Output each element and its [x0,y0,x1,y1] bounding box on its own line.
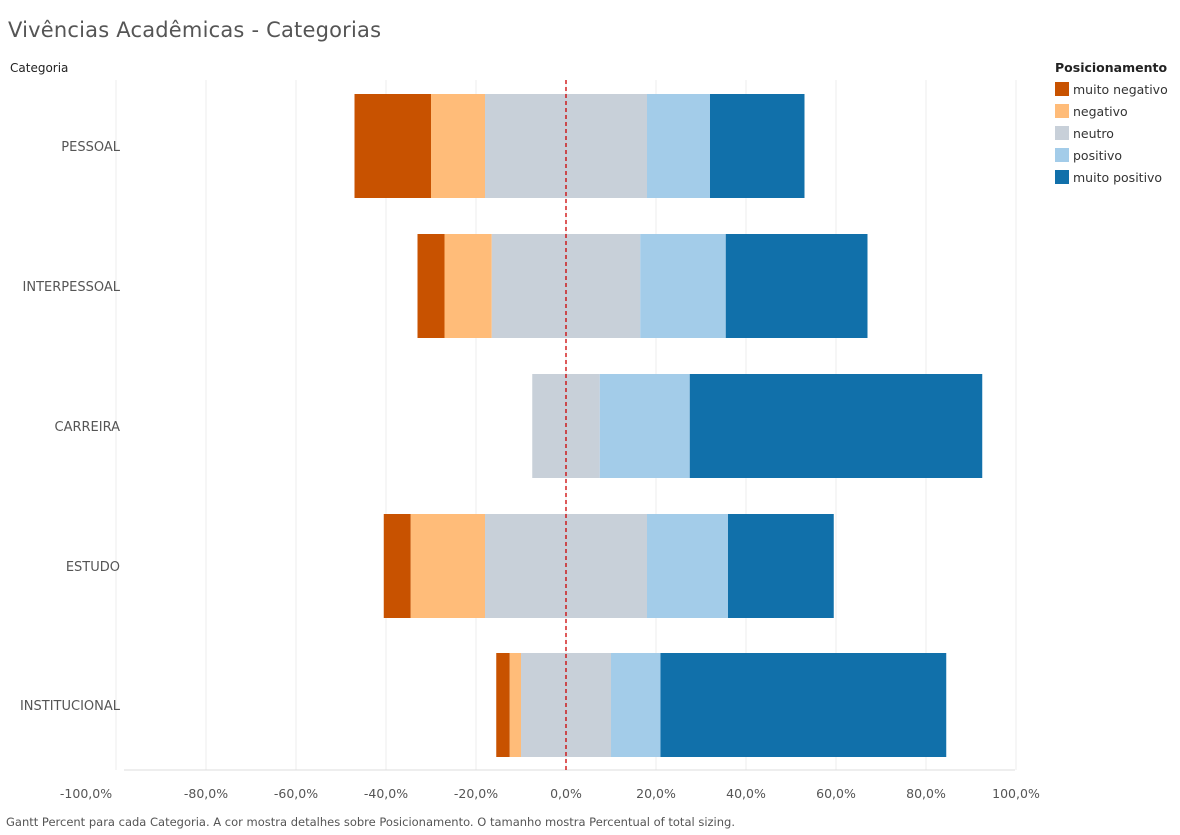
bar-segment-muito-positivo-interpessoal[interactable] [725,234,868,338]
bar-segment-positivo-carreira[interactable] [599,374,690,478]
category-label: PESSOAL [61,140,120,155]
bar-segment-muito-negativo-interpessoal[interactable] [417,234,445,338]
legend-label: muito positivo [1073,169,1163,185]
bar-segment-negativo-interpessoal[interactable] [444,234,492,338]
bar-segment-positivo-interpessoal[interactable] [640,234,726,338]
legend-swatch [1055,126,1069,140]
legend-swatch [1055,104,1069,118]
x-tick-label: 60,0% [816,786,856,801]
legend-title: Posicionamento [1055,60,1168,75]
x-tick-label: 0,0% [550,786,582,801]
bar-segment-muito-positivo-pessoal[interactable] [710,94,805,198]
legend-swatch [1055,170,1069,184]
x-tick-label: -40,0% [364,786,408,801]
legend-item-muito-positivo[interactable]: muito positivo [1055,166,1168,188]
bar-segment-negativo-estudo[interactable] [410,514,485,618]
bar-segment-muito-positivo-carreira[interactable] [689,374,983,478]
legend-item-negativo[interactable]: negativo [1055,100,1168,122]
x-tick-label: 20,0% [636,786,676,801]
footer-caption: Gantt Percent para cada Categoria. A cor… [6,815,735,829]
category-label: ESTUDO [66,560,120,575]
legend-label: muito negativo [1073,81,1168,97]
chart-title: Vivências Acadêmicas - Categorias [8,18,382,42]
bar-segment-muito-negativo-pessoal[interactable] [354,94,432,198]
bar-segment-muito-positivo-estudo[interactable] [728,514,834,618]
x-tick-label: 40,0% [726,786,766,801]
bar-segment-negativo-pessoal[interactable] [431,94,485,198]
y-axis-title: Categoria [10,61,68,75]
legend-label: positivo [1073,147,1122,163]
legend-label: neutro [1073,125,1114,141]
category-labels: PESSOAL INTERPESSOAL CARREIRA ESTUDO INSTITU… [20,140,121,714]
x-tick-label: -100,0% [60,786,112,801]
category-label: INTERPESSOAL [23,280,121,295]
bars [354,94,983,757]
bar-segment-positivo-pessoal[interactable] [647,94,710,198]
legend: Posicionamento muito negativo negativo n… [1055,60,1168,188]
legend-item-neutro[interactable]: neutro [1055,122,1168,144]
x-tick-label: -80,0% [184,786,228,801]
x-tick-label: 80,0% [906,786,946,801]
x-tick-label: -60,0% [274,786,318,801]
category-label: CARREIRA [55,420,121,435]
legend-swatch [1055,148,1069,162]
bar-segment-muito-negativo-institucional[interactable] [496,653,510,757]
bar-segment-muito-negativo-estudo[interactable] [383,514,411,618]
bar-segment-negativo-institucional[interactable] [509,653,521,757]
x-axis-ticks: -100,0% -80,0% -60,0% -40,0% -20,0% 0,0% 20,0%… [60,786,1040,801]
legend-item-muito-negativo[interactable]: muito negativo [1055,78,1168,100]
bar-segment-positivo-estudo[interactable] [647,514,728,618]
legend-item-positivo[interactable]: positivo [1055,144,1168,166]
x-tick-label: -20,0% [454,786,498,801]
bar-segment-positivo-institucional[interactable] [611,653,661,757]
legend-label: negativo [1073,103,1128,119]
category-label: INSTITUCIONAL [20,699,121,714]
bar-segment-muito-positivo-institucional[interactable] [660,653,947,757]
x-tick-label: 100,0% [992,786,1040,801]
legend-swatch [1055,82,1069,96]
